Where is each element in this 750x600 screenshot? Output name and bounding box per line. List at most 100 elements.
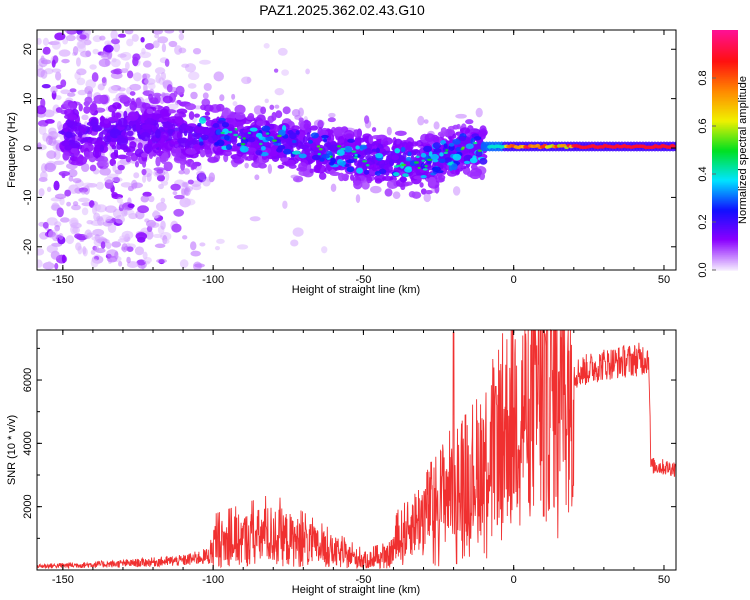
spectrogram-cell	[303, 123, 311, 130]
colorbar-segment	[712, 246, 738, 249]
colorbar-segment	[712, 136, 738, 139]
colorbar-segment	[712, 204, 738, 207]
spectrogram-cell	[68, 169, 78, 178]
spectrogram-cell	[111, 217, 116, 222]
spectrogram-cell	[42, 221, 49, 229]
colorbar-segment	[712, 66, 738, 69]
snr-xtick-label: -100	[202, 574, 224, 586]
spectrogram-cell	[351, 150, 357, 153]
spectrogram-cell	[404, 181, 413, 186]
spectrogram-cell	[114, 214, 126, 224]
spectrogram-cell	[126, 256, 131, 264]
spectrogram-cell	[155, 73, 162, 84]
spectrogram-cell	[473, 136, 482, 141]
spectrogram-cell	[317, 152, 322, 156]
colorbar-segment	[712, 106, 738, 109]
spectrogram-cell	[419, 182, 424, 188]
colorbar-segment	[712, 120, 738, 123]
colorbar-segment	[712, 160, 738, 163]
spectrogram-cell	[38, 57, 48, 68]
spectrogram-cell	[107, 116, 119, 122]
spectrogram-cell	[326, 150, 332, 156]
colorbar: 0.0 0.2 0.4 0.6 0.8	[697, 30, 738, 278]
spectrogram-cell	[233, 157, 245, 164]
colorbar-segment	[712, 236, 738, 239]
spectrogram-cell	[65, 235, 75, 245]
spectrogram-cell	[452, 138, 461, 145]
colorbar-segment	[712, 226, 738, 229]
snr-xtick-label: 0	[511, 574, 517, 586]
spectrogram-cell	[223, 134, 230, 141]
spectrogram-cell	[90, 249, 96, 255]
spectrogram-cell	[198, 171, 206, 181]
spectrogram-cell	[55, 84, 63, 89]
colorbar-segment	[712, 56, 738, 59]
spectrogram-cell	[263, 42, 270, 49]
spectrogram-cell	[89, 103, 98, 112]
spectrogram-cell	[66, 201, 72, 207]
colorbar-segment	[712, 206, 738, 209]
spectrogram-cell	[267, 164, 273, 175]
spectrogram-cell	[375, 152, 384, 159]
spectrogram-cell	[318, 172, 327, 180]
colorbar-segment	[712, 176, 738, 179]
spectrogram-cell	[152, 209, 159, 219]
spectrogram-cell	[382, 150, 395, 156]
colorbar-segment	[712, 262, 738, 265]
spectrogram-cell	[85, 79, 97, 89]
spectrogram-cell	[190, 91, 198, 100]
spectrogram-cell	[316, 145, 321, 148]
spectrogram-cell	[119, 143, 129, 150]
spectrogram-ytick-label: 20	[22, 43, 34, 55]
spectrogram-cell	[190, 250, 201, 257]
colorbar-segment	[712, 166, 738, 169]
spectrogram-cell	[131, 182, 144, 189]
spectrogram-cell	[110, 152, 119, 160]
spectrogram-cell	[75, 57, 81, 67]
spectrogram-cell	[142, 60, 152, 68]
spectrogram-cell	[455, 146, 462, 152]
spectrogram-cell	[142, 73, 151, 79]
spectrogram-cell	[203, 82, 212, 91]
spectrogram-cell	[336, 152, 341, 155]
colorbar-segment	[712, 128, 738, 131]
spectrogram-cell	[329, 144, 339, 152]
spectrogram-cell	[67, 114, 78, 121]
spectrogram-cell	[70, 224, 78, 235]
spectrogram-cell	[144, 118, 156, 126]
spectrogram-cell	[113, 42, 121, 53]
spectrogram-cell	[141, 124, 153, 130]
spectrogram-cell	[448, 136, 454, 141]
colorbar-segment	[712, 172, 738, 175]
spectrogram-cell	[188, 71, 200, 81]
spectrogram-xtick-label: 50	[658, 274, 670, 286]
spectrogram-cell	[236, 244, 249, 250]
colorbar-segment	[712, 108, 738, 111]
colorbar-segment	[712, 238, 738, 241]
spectrogram-cell	[143, 78, 156, 85]
spectrogram-cell	[327, 117, 336, 123]
snr-frame	[36, 329, 677, 571]
spectrogram-cell	[141, 168, 147, 176]
spectrogram-cell	[414, 161, 419, 164]
spectrogram-cell	[120, 68, 129, 73]
snr-ylabel: SNR (10 * v/v)	[6, 415, 18, 485]
spectrogram-cell	[475, 107, 483, 118]
spectrogram-cell	[231, 93, 236, 100]
spectrogram-cell	[157, 36, 169, 44]
spectrogram-cell	[176, 99, 182, 105]
colorbar-segment	[712, 152, 738, 155]
spectrogram-cell	[110, 58, 121, 68]
spectrogram-cell	[100, 214, 112, 222]
spectrogram-xtick-label: -100	[202, 274, 224, 286]
spectrogram-cell	[156, 168, 164, 174]
colorbar-segment	[712, 244, 738, 247]
spectrogram-cell	[117, 164, 125, 171]
spectrogram-cell	[84, 150, 90, 160]
spectrogram-cell	[64, 144, 72, 151]
spectrogram-cell	[333, 126, 345, 137]
colorbar-segment	[712, 116, 738, 119]
spectrogram-cell	[319, 157, 325, 162]
spectrogram-cell	[221, 121, 229, 128]
